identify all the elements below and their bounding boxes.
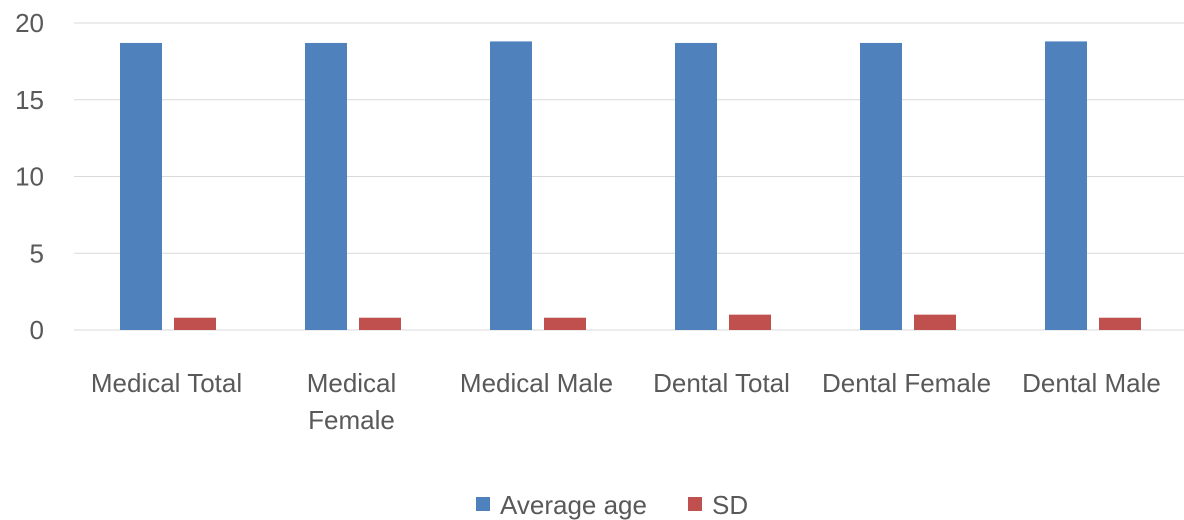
x-tick-label-line: Medical Total — [91, 368, 242, 398]
x-axis: Medical Total Medical Female Medical Male De… — [91, 368, 1161, 435]
y-tick-label: 15 — [15, 85, 44, 115]
y-tick-label: 10 — [15, 162, 44, 192]
bar-average-age — [490, 41, 532, 331]
gridlines — [74, 22, 1184, 331]
x-tick-label-line: Medical Male — [460, 368, 613, 398]
bar-sd — [544, 317, 586, 330]
y-axis: 0 5 10 15 20 — [15, 8, 44, 345]
x-tick-label: Medical Female — [307, 368, 397, 435]
bar-sd — [174, 317, 216, 330]
y-tick-label: 0 — [30, 315, 44, 345]
bar-sd — [359, 317, 401, 330]
legend: Average age SD — [476, 490, 748, 520]
x-tick-label-line: Dental Total — [653, 368, 790, 398]
x-tick-label-line: Medical — [307, 368, 397, 398]
x-tick-label: Dental Female — [822, 368, 991, 398]
bar-average-age — [120, 42, 162, 330]
legend-swatch — [688, 497, 702, 511]
x-tick-label: Medical Total — [91, 368, 242, 398]
legend-swatch — [476, 497, 490, 511]
legend-label: SD — [712, 490, 748, 520]
x-tick-label: Medical Male — [460, 368, 613, 398]
x-tick-label-line: Dental Female — [822, 368, 991, 398]
x-tick-label: Dental Total — [653, 368, 790, 398]
bar-average-age — [860, 42, 902, 330]
bar-average-age — [675, 42, 717, 330]
bar-sd — [729, 314, 771, 330]
bars — [120, 41, 1141, 331]
x-tick-label: Dental Male — [1022, 368, 1161, 398]
bar-average-age — [305, 42, 347, 330]
x-tick-label-line: Female — [308, 405, 395, 435]
bar-sd — [1099, 317, 1141, 330]
bar-sd — [914, 314, 956, 330]
legend-label: Average age — [500, 490, 647, 520]
y-tick-label: 5 — [30, 238, 44, 268]
bar-average-age — [1045, 41, 1087, 331]
y-tick-label: 20 — [15, 8, 44, 38]
x-tick-label-line: Dental Male — [1022, 368, 1161, 398]
